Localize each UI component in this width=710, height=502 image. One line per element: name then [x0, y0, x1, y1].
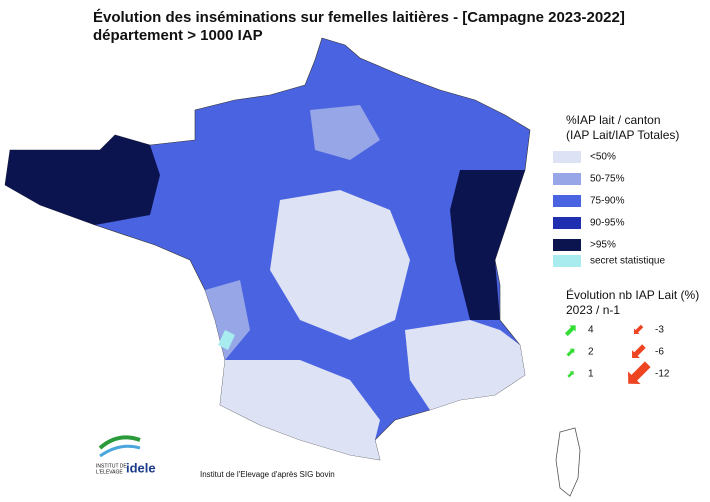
legend-label: <50% — [590, 152, 616, 163]
legend-label: -12 — [655, 369, 670, 380]
legend-title: 2023 / n-1 — [566, 303, 620, 317]
legend-label: -3 — [655, 325, 664, 336]
legend-label: >95% — [590, 240, 616, 251]
legend-label: 2 — [588, 347, 594, 358]
logo-swoosh — [99, 444, 141, 458]
south-east — [405, 320, 525, 410]
legend-swatch — [553, 173, 581, 185]
legend-arrow — [564, 325, 576, 337]
legend-swatch — [553, 239, 581, 251]
legend-label: -6 — [655, 347, 664, 358]
brittany — [5, 135, 160, 225]
map — [4, 37, 581, 497]
subtitle: département > 1000 IAP — [93, 27, 263, 44]
legend-arrow — [567, 371, 574, 378]
legend-title: %IAP lait / canton — [566, 113, 661, 127]
east-mountains — [450, 170, 525, 320]
logo: INSTITUT DE L'ELEVAGE idele — [96, 435, 156, 475]
center-region — [270, 190, 410, 340]
legend-arrow — [566, 348, 575, 357]
legend-label: 75-90% — [590, 196, 625, 207]
legend-arrow — [633, 324, 644, 335]
legend-label: 1 — [588, 369, 594, 380]
west-coast — [205, 280, 250, 360]
legend-swatch — [553, 217, 581, 229]
legend-label: 4 — [588, 325, 594, 336]
logo-swoosh — [98, 435, 141, 450]
credit: Institut de l'Elevage d'après SIG bovin — [200, 470, 335, 479]
legend-swatch — [553, 151, 581, 163]
logo-text: INSTITUT DE — [96, 463, 127, 469]
corsica — [555, 427, 581, 497]
logo-text: L'ELEVAGE — [96, 469, 123, 475]
legend-arrow — [628, 361, 651, 384]
legend-title: Évolution nb IAP Lait (%) — [566, 287, 699, 302]
legend-label: secret statistique — [590, 256, 665, 267]
south-west — [220, 360, 380, 460]
legend-swatch — [553, 195, 581, 207]
legend-swatch — [553, 255, 581, 267]
secret-area — [218, 330, 235, 350]
legend-label: 50-75% — [590, 174, 625, 185]
legend-label: 90-95% — [590, 218, 625, 229]
paris-basin — [310, 105, 380, 160]
title: Évolution des inséminations sur femelles… — [93, 9, 625, 26]
legend-arrow — [632, 344, 646, 358]
legend-title: (IAP Lait/IAP Totales) — [566, 128, 679, 142]
logo-brand: idele — [126, 460, 156, 475]
